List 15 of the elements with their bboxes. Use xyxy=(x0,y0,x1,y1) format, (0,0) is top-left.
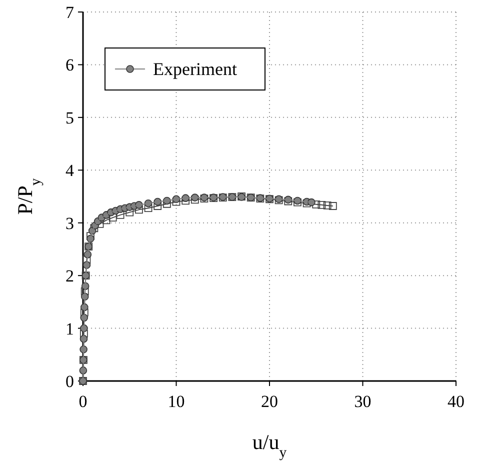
y-tick-label: 0 xyxy=(66,372,74,391)
x-tick-label: 20 xyxy=(261,392,278,411)
x-tick-label: 10 xyxy=(168,392,185,411)
x-axis-title: u/u$_{y}$ xyxy=(252,430,288,461)
legend-label: Experiment xyxy=(153,59,237,79)
x-tick-label: 0 xyxy=(78,392,88,411)
x-tick-label: 40 xyxy=(448,392,464,411)
y-tick-label: 6 xyxy=(66,56,74,75)
y-tick-label: 3 xyxy=(66,214,74,233)
y-tick-label: 7 xyxy=(66,3,74,22)
y-tick-label: 2 xyxy=(66,266,74,286)
y-tick-label: 5 xyxy=(66,108,74,128)
y-tick-label: 4 xyxy=(66,161,74,180)
y-tick-label: 1 xyxy=(66,319,74,338)
x-tick-label: 30 xyxy=(354,392,372,411)
